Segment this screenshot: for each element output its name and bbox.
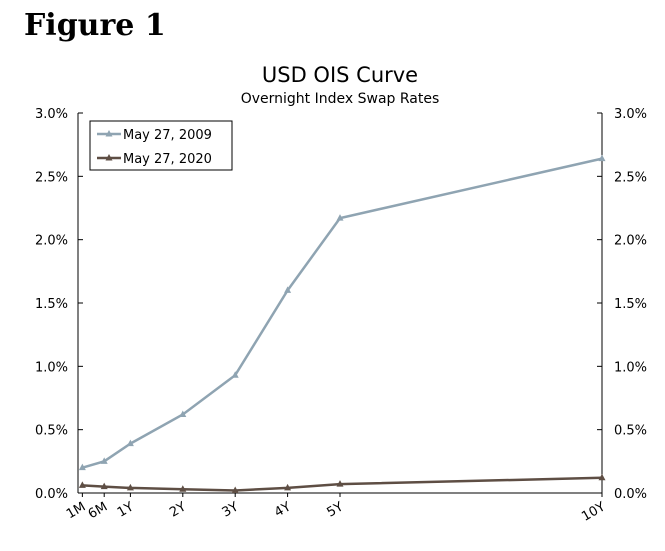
data-point (284, 286, 292, 293)
chart-subtitle: Overnight Index Swap Rates (241, 91, 440, 107)
y-tick-label-left: 0.0% (35, 487, 68, 502)
legend-item: May 27, 2009 (97, 128, 212, 143)
legend-label: May 27, 2009 (123, 128, 212, 143)
y-tick-label-right: 3.0% (614, 107, 647, 122)
figure-label: Figure 1 (24, 8, 166, 43)
legend-swatch-marker (105, 154, 113, 161)
data-point (336, 480, 344, 487)
data-point (231, 486, 239, 493)
data-point (78, 463, 86, 471)
y-tick-label-left: 2.5% (35, 170, 68, 185)
series-layer (78, 154, 606, 493)
legend-label: May 27, 2020 (123, 152, 212, 167)
y-tick-label-left: 2.0% (35, 234, 68, 249)
legend-item: May 27, 2020 (97, 152, 212, 167)
x-tick-label: 4Y (272, 499, 294, 520)
y-tick-label-left: 1.0% (35, 360, 68, 375)
data-point (126, 483, 134, 491)
y-tick-label-right: 1.0% (614, 360, 647, 375)
data-point (598, 473, 606, 481)
y-tick-label-right: 1.5% (614, 297, 647, 312)
y-tick-label-right: 2.0% (614, 234, 647, 249)
x-tick-label: 1M (64, 499, 88, 522)
legend-swatch-marker (105, 130, 113, 137)
legend: May 27, 2009 May 27, 2020 (89, 120, 233, 171)
y-tick-label-left: 1.5% (35, 297, 68, 312)
data-point (231, 371, 239, 378)
chart-title: USD OIS Curve (262, 63, 418, 87)
data-point (100, 482, 108, 490)
x-tick-label: 2Y (167, 499, 189, 520)
x-tick-label: 3Y (220, 499, 242, 520)
series-line (82, 476, 603, 492)
y-tick-label-right: 2.5% (614, 170, 647, 185)
y-tick-label-right: 0.0% (614, 487, 647, 502)
x-tick-label: 10Y (579, 499, 608, 524)
series-1 (78, 154, 606, 471)
data-point (336, 214, 344, 221)
series-2 (78, 473, 606, 493)
data-point (126, 439, 134, 447)
y-tick-label-left: 0.5% (35, 424, 68, 439)
data-point (284, 483, 292, 491)
legend-box (89, 120, 233, 171)
data-point (100, 457, 108, 464)
data-point (179, 485, 187, 492)
axes: 0.0% 0.0% 0.5% 0.5% 1.0% 1.0% 1.5% 1.5% 2.0% 2.0%… (35, 107, 647, 525)
y-tick-label-right: 0.5% (614, 424, 647, 439)
y-tick-label-left: 3.0% (35, 107, 68, 122)
x-tick-label: 6M (86, 499, 110, 522)
x-tick-label: 1Y (115, 499, 137, 520)
data-point (78, 481, 86, 488)
series-line (82, 157, 603, 469)
data-point (598, 154, 606, 162)
data-point (179, 410, 187, 417)
x-tick-label: 5Y (324, 499, 346, 520)
